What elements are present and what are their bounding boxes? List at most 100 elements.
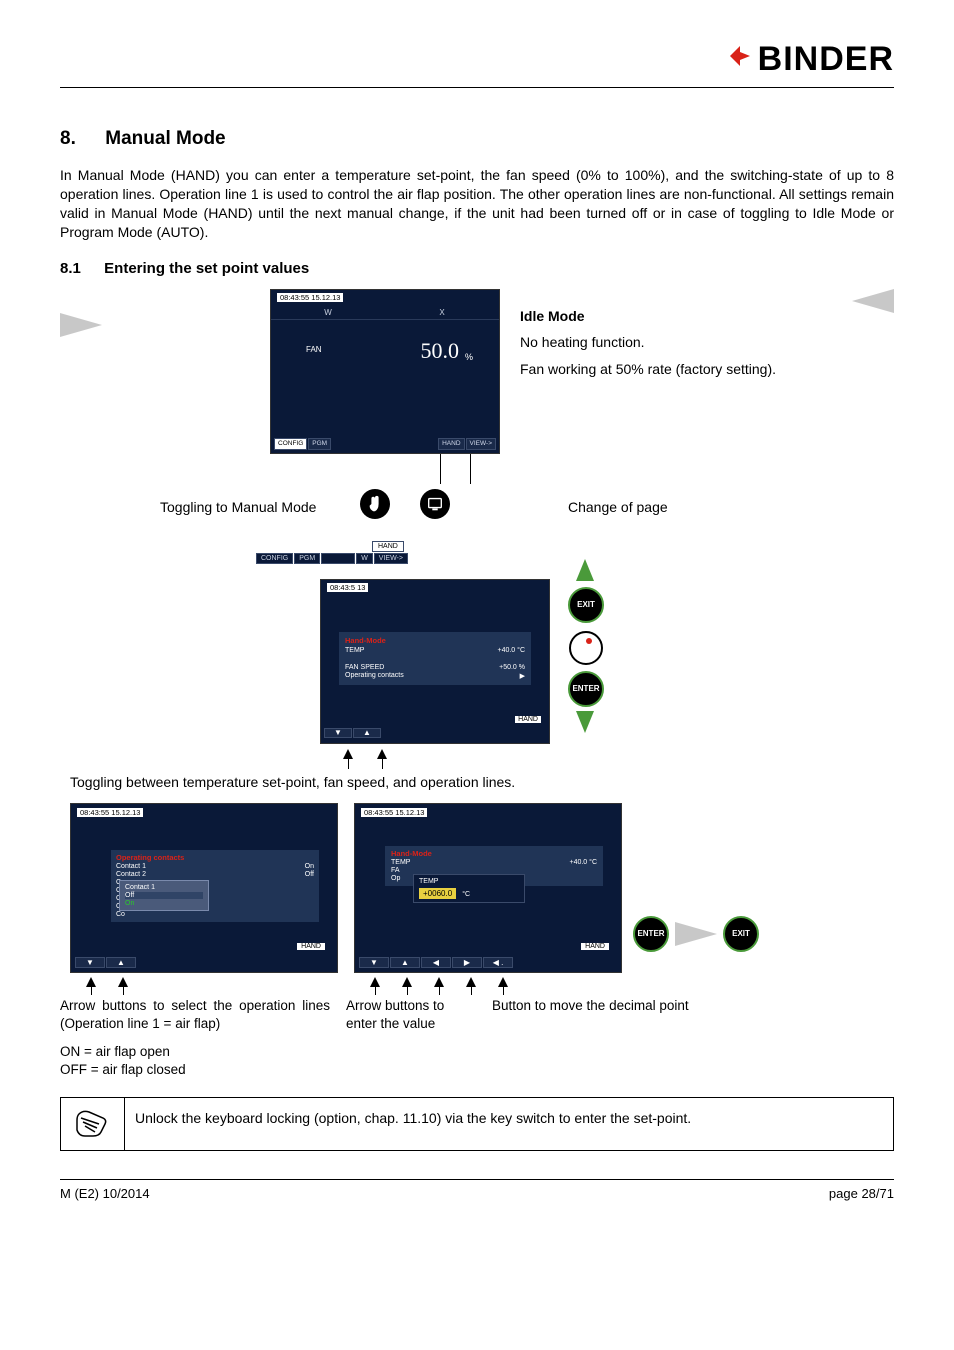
caption-1b: ON = air flap open	[60, 1043, 330, 1061]
view-button[interactable]	[420, 489, 450, 519]
exit-button[interactable]: EXIT	[723, 916, 759, 952]
temp-entry-screen: 08:43:55 15.12.13 Hand-Mode TEMP+40.0 °C…	[354, 803, 622, 973]
contact-dropdown[interactable]: Contact 1 Off On	[119, 880, 209, 911]
off-label: Off	[305, 871, 314, 878]
hand-indicator: HAND	[515, 716, 541, 723]
subsection-heading: 8.1 Entering the set point values	[60, 260, 894, 277]
temp-box-value: +0060.0	[419, 888, 456, 899]
temp-box-unit: °C	[462, 891, 470, 898]
note-box: Unlock the keyboard locking (option, cha…	[60, 1097, 894, 1151]
arrow-down-icon[interactable]: ▼	[75, 957, 105, 968]
arrow-left-icon[interactable]: ◀	[421, 957, 451, 968]
toggle-manual-label: Toggling to Manual Mode	[160, 499, 316, 515]
arrow-right-icon[interactable]: ▶	[452, 957, 482, 968]
idle-line1: No heating function.	[520, 333, 810, 352]
contact1: Contact 1	[116, 863, 146, 870]
tab-hand[interactable]: HAND	[438, 438, 464, 450]
nav-up-arrow-icon	[576, 559, 594, 581]
logo-arrow-icon	[728, 40, 752, 79]
caption-2: Arrow buttons to enter the value	[346, 997, 476, 1033]
temp-input-box[interactable]: TEMP +0060.0 °C	[413, 874, 525, 903]
nav-down-arrow-icon	[576, 711, 594, 733]
fan-label: FAN	[306, 345, 322, 354]
hand-button[interactable]	[360, 489, 390, 519]
brand-logo: BINDER	[728, 40, 894, 79]
contacts-screen: 08:43:55 15.12.13 Operating contacts Con…	[70, 803, 338, 973]
ov-on[interactable]: On	[125, 900, 203, 907]
tab-config[interactable]: CONFIG	[274, 438, 307, 450]
page-footer: M (E2) 10/2014 page 28/71	[60, 1179, 894, 1201]
fan-percent: %	[465, 352, 473, 362]
timestamp: 08:43:55 15.12.13	[277, 293, 343, 302]
ftab-view[interactable]: VIEW->	[374, 553, 408, 564]
fan-val: +50.0 %	[499, 664, 525, 671]
footer-right: page 28/71	[829, 1186, 894, 1201]
col-w: W	[271, 308, 385, 319]
idle-mode-screen: 08:43:55 15.12.13 W X FAN 50.0 % CONFIG …	[270, 289, 500, 454]
captions-row: Arrow buttons to select the operation li…	[60, 997, 894, 1080]
decimal-button[interactable]: ◀ .	[483, 957, 513, 968]
caption-3: Button to move the decimal point	[492, 997, 732, 1015]
arrow-down-icon[interactable]: ▼	[324, 728, 352, 738]
up-arrow-icon	[343, 749, 353, 759]
idle-side-text: Idle Mode No heating function. Fan worki…	[520, 307, 810, 380]
section-number: 8.	[60, 128, 100, 150]
hand-indicator: HAND	[581, 943, 609, 950]
temp-val: +40.0 °C	[497, 647, 525, 654]
op-label: Operating contacts	[345, 672, 404, 680]
note-text: Unlock the keyboard locking (option, cha…	[125, 1098, 893, 1150]
tab-view[interactable]: VIEW->	[466, 438, 496, 450]
bottom-tabs: CONFIG PGM HAND VIEW->	[274, 438, 496, 450]
brand-name: BINDER	[758, 40, 894, 79]
ov-off[interactable]: Off	[125, 892, 203, 899]
caption-1c: OFF = air flap closed	[60, 1061, 330, 1079]
diagram-area: 08:43:55 15.12.13 W X FAN 50.0 % CONFIG …	[60, 289, 894, 989]
timestamp: 08:43:5 13	[327, 583, 368, 592]
arrow-up-icon[interactable]: ▲	[390, 957, 420, 968]
section-title: Manual Mode	[105, 128, 225, 149]
arrow-down-icon[interactable]: ▼	[359, 957, 389, 968]
footer-left: M (E2) 10/2014	[60, 1186, 150, 1201]
ftab-w: W	[356, 553, 373, 564]
enter-button[interactable]: ENTER	[633, 916, 669, 952]
ov-contact: Contact 1	[125, 884, 203, 891]
note-hand-icon	[61, 1098, 125, 1150]
op-arrow: ▶	[520, 672, 525, 680]
panel-title: Hand-Mode	[391, 849, 597, 858]
exit-button[interactable]: EXIT	[568, 587, 604, 623]
idle-line2: Fan working at 50% rate (factory setting…	[520, 360, 810, 379]
arrow-up-icon[interactable]: ▲	[353, 728, 381, 738]
arrow-up-icon[interactable]: ▲	[106, 957, 136, 968]
section-heading: 8. Manual Mode	[60, 128, 894, 150]
ftab-pgm[interactable]: PGM	[294, 553, 320, 564]
contacts-header: Operating contacts	[116, 853, 314, 862]
panel-title: Hand-Mode	[345, 636, 525, 645]
on-label: On	[305, 863, 314, 870]
rotary-knob[interactable]	[569, 631, 603, 665]
subsection-number: 8.1	[60, 260, 100, 277]
idle-title: Idle Mode	[520, 308, 585, 324]
fan-label: FAN SPEED	[345, 664, 384, 671]
caption-1a: Arrow buttons to select the operation li…	[60, 997, 330, 1033]
ftab-hand[interactable]: HAND	[372, 541, 404, 552]
hand-mode-screen: 08:43:5 13 Hand-Mode TEMP +40.0 °C FAN SP…	[320, 579, 550, 744]
hand-indicator: HAND	[297, 943, 325, 950]
enter-button[interactable]: ENTER	[568, 671, 604, 707]
intro-paragraph: In Manual Mode (HAND) you can enter a te…	[60, 166, 894, 242]
arrow-buttons: ▼ ▲	[324, 728, 546, 740]
up-arrow-icon	[377, 749, 387, 759]
temp-label: TEMP	[345, 647, 364, 654]
arrow-right-icon	[675, 922, 717, 946]
contact2: Contact 2	[116, 871, 146, 878]
change-page-label: Change of page	[568, 499, 668, 515]
fan-value: 50.0	[421, 338, 460, 364]
floating-tabs: CONFIG PGM W VIEW->	[256, 553, 408, 564]
temp-box-title: TEMP	[419, 878, 519, 885]
timestamp: 08:43:55 15.12.13	[77, 808, 143, 817]
page-header: BINDER	[60, 40, 894, 88]
tab-pgm[interactable]: PGM	[308, 438, 331, 450]
toggle-temp-label: Toggling between temperature set-point, …	[70, 774, 770, 790]
ftab-config[interactable]: CONFIG	[256, 553, 293, 564]
col-x: X	[385, 308, 499, 319]
timestamp: 08:43:55 15.12.13	[361, 808, 427, 817]
